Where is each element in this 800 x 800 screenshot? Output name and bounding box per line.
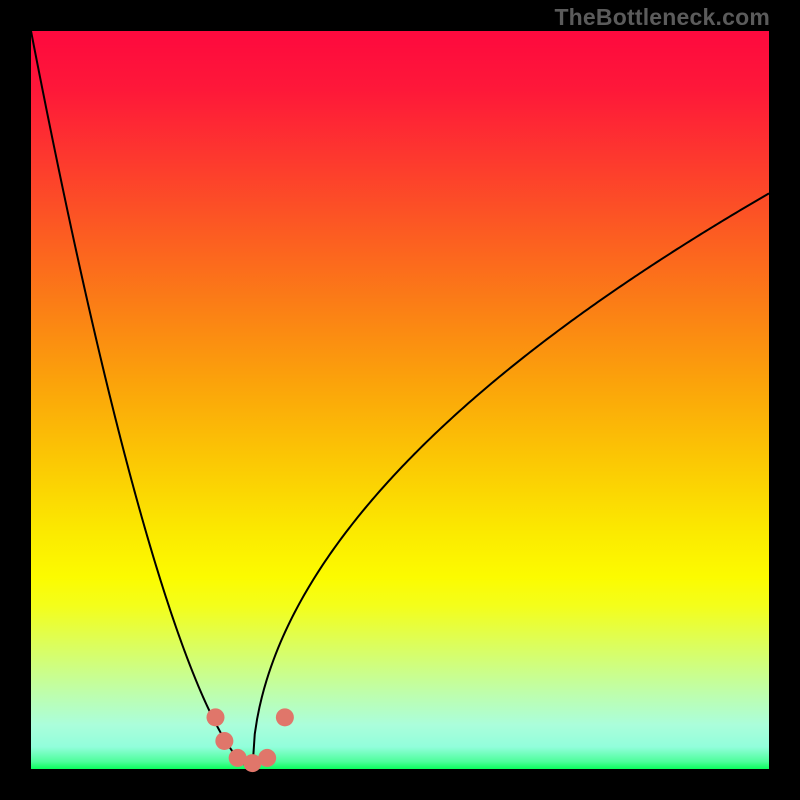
dip-marker [215,732,233,750]
dip-marker [258,749,276,767]
bottleneck-chart [0,0,800,800]
watermark-text: TheBottleneck.com [554,4,770,31]
plot-background [31,31,769,769]
dip-marker [276,708,294,726]
dip-marker [207,708,225,726]
